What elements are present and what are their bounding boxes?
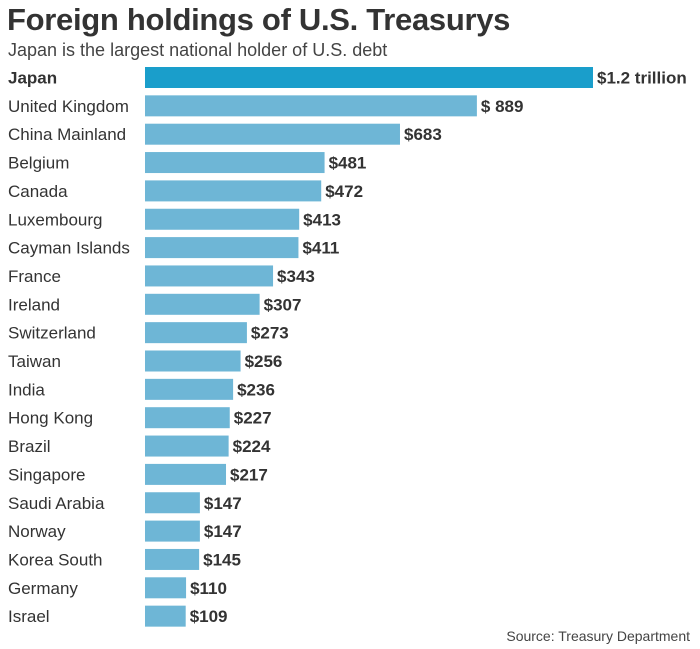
value-label-france: $343 [277,267,315,286]
category-label-ireland: Ireland [8,295,60,314]
bar-cayman-islands [145,237,299,259]
value-label-saudi-arabia: $147 [204,494,242,513]
category-label-saudi-arabia: Saudi Arabia [8,494,105,513]
bar-switzerland [145,322,247,344]
bar-korea-south [145,548,200,570]
value-label-japan: $1.2 trillion [597,69,687,88]
bar-germany [145,577,187,599]
category-label-brazil: Brazil [8,437,51,456]
bar-taiwan [145,350,241,372]
category-label-india: India [8,380,45,399]
bar-saudi-arabia [145,492,200,514]
value-label-china-mainland: $683 [404,125,442,144]
bar-hong-kong [145,407,230,429]
category-label-japan: Japan [8,69,57,88]
bar-canada [145,180,322,202]
category-label-germany: Germany [8,579,78,598]
bar-singapore [145,463,227,485]
value-label-india: $236 [237,380,275,399]
category-label-china-mainland: China Mainland [8,125,126,144]
category-label-canada: Canada [8,182,68,201]
value-label-taiwan: $256 [245,352,283,371]
bar-france [145,265,274,287]
value-label-korea-south: $145 [203,550,241,569]
category-label-singapore: Singapore [8,465,86,484]
chart-subtitle: Japan is the largest national holder of … [8,40,388,60]
bar-belgium [145,152,325,174]
value-label-cayman-islands: $411 [302,239,339,258]
category-label-united-kingdom: United Kingdom [8,97,129,116]
value-label-luxembourg: $413 [303,210,341,229]
value-label-ireland: $307 [264,295,302,314]
category-label-france: France [8,267,61,286]
bar-japan [145,67,593,88]
category-label-luxembourg: Luxembourg [8,210,103,229]
category-label-taiwan: Taiwan [8,352,61,371]
value-label-united-kingdom: $ 889 [481,97,524,116]
bar-luxembourg [145,208,300,230]
value-label-hong-kong: $227 [234,409,272,428]
category-label-switzerland: Switzerland [8,324,96,343]
value-label-canada: $472 [325,182,363,201]
bar-norway [145,520,200,542]
value-label-brazil: $224 [233,437,271,456]
bar-india [145,378,234,400]
value-label-switzerland: $273 [251,324,289,343]
category-label-cayman-islands: Cayman Islands [8,239,130,258]
value-label-germany: $110 [190,579,227,598]
category-label-belgium: Belgium [8,154,69,173]
source-note: Source: Treasury Department [506,628,690,644]
chart-title: Foreign holdings of U.S. Treasurys [7,2,511,37]
value-label-israel: $109 [190,607,228,626]
value-label-singapore: $217 [230,465,268,484]
value-label-belgium: $481 [329,154,367,173]
category-label-hong-kong: Hong Kong [8,409,93,428]
category-label-norway: Norway [8,522,66,541]
category-label-korea-south: Korea South [8,550,103,569]
bar-china-mainland [145,123,400,145]
bar-ireland [145,293,260,315]
value-label-norway: $147 [204,522,242,541]
bar-united-kingdom [145,95,477,117]
category-label-israel: Israel [8,607,50,626]
bar-brazil [145,435,229,457]
bar-israel [145,605,186,627]
